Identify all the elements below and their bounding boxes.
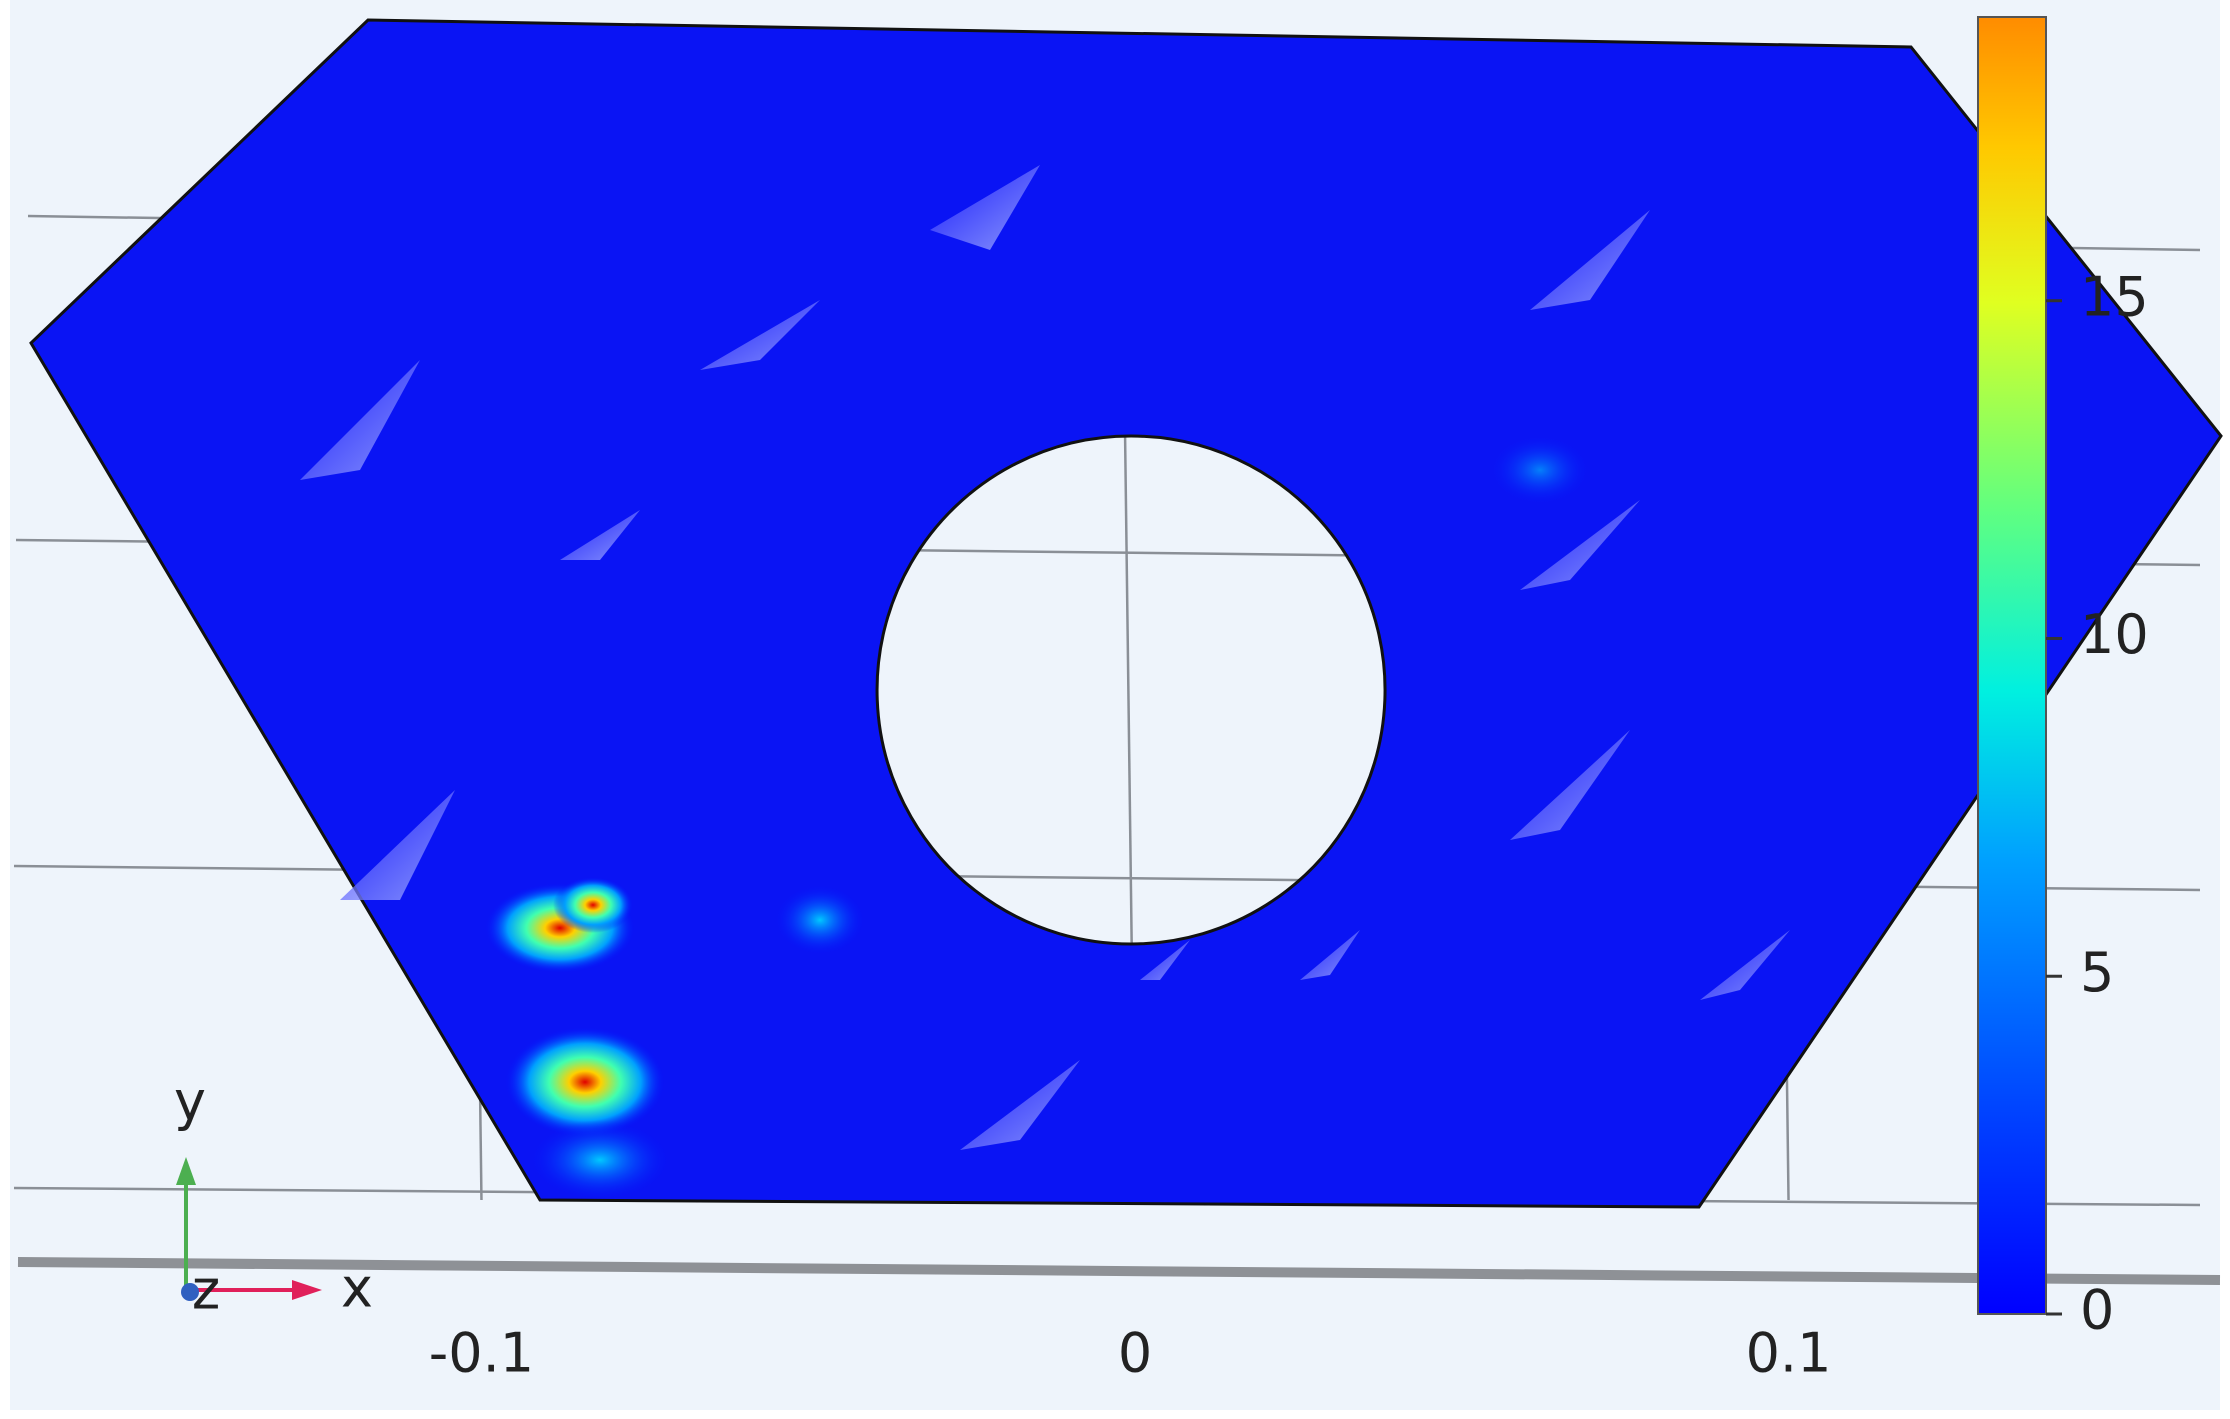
surface bbox=[29, 18, 2223, 1209]
axis-triad: y z x bbox=[174, 1070, 373, 1322]
x-tick-label: 0.1 bbox=[1746, 1322, 1832, 1385]
colorbar-tick-label: 10 bbox=[2080, 603, 2149, 666]
x-tick-label: 0 bbox=[1118, 1322, 1152, 1385]
triad-label: y bbox=[174, 1070, 206, 1133]
colorbar-tick-label: 5 bbox=[2080, 941, 2114, 1004]
x-tick-label: -0.1 bbox=[429, 1322, 534, 1385]
colorbar-tick-label: 15 bbox=[2080, 265, 2149, 328]
colorbar-tick-label: 0 bbox=[2080, 1279, 2114, 1342]
triad-label: x bbox=[341, 1257, 373, 1320]
colorbar bbox=[1977, 16, 2047, 1315]
triad-label: z bbox=[192, 1259, 220, 1322]
